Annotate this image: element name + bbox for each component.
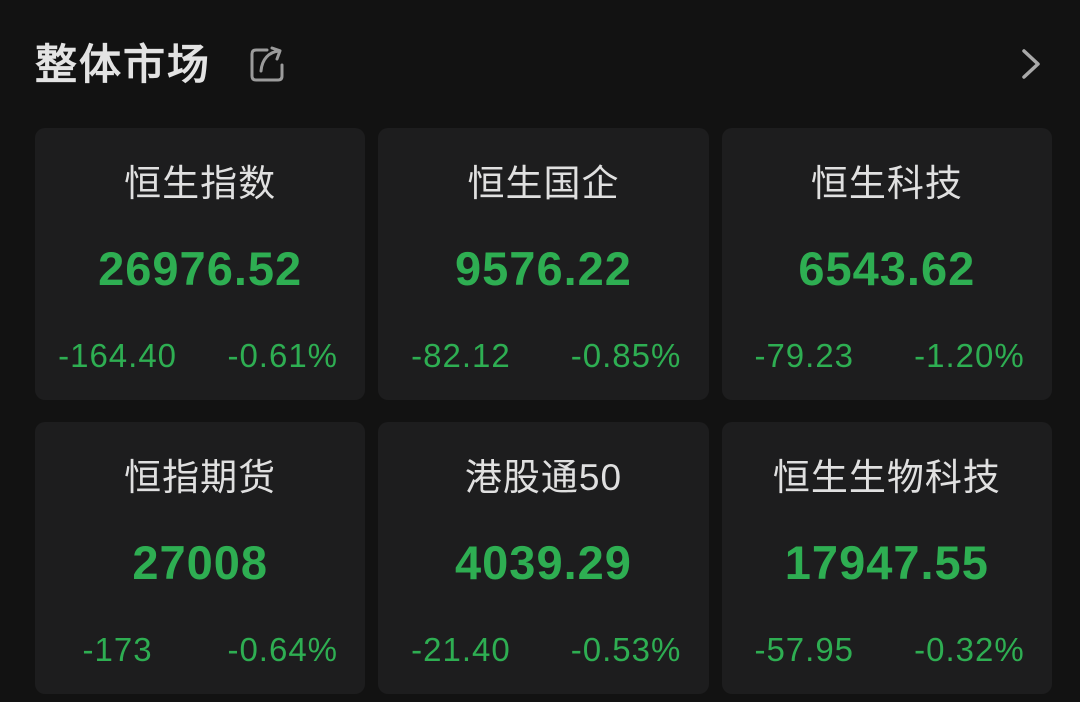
index-name: 恒生科技 (810, 163, 963, 204)
index-change-row: -57.95 -0.32% (722, 631, 1052, 669)
index-change: -79.23 (754, 337, 855, 375)
index-card-hsi[interactable]: 恒生指数 26976.52 -164.40 -0.61% (35, 128, 366, 400)
chevron-right-icon (1022, 49, 1040, 79)
index-value: 9576.22 (455, 241, 632, 295)
index-value: 17947.55 (784, 535, 989, 589)
index-change-percent: -0.53% (570, 631, 682, 669)
index-name: 港股通50 (464, 457, 623, 498)
index-name: 恒生指数 (124, 163, 277, 204)
index-change-percent: -0.85% (570, 337, 682, 375)
index-value: 4039.29 (455, 535, 632, 589)
index-name: 恒生生物科技 (772, 457, 1001, 498)
index-change-row: -82.12 -0.85% (378, 337, 708, 375)
index-card-grid: 恒生指数 26976.52 -164.40 -0.61% 恒生国企 9576.2… (35, 128, 1052, 694)
index-change: -21.40 (411, 631, 511, 669)
index-change-row: -164.40 -0.61% (35, 337, 365, 375)
index-value: 26976.52 (98, 241, 303, 295)
index-card-hk-connect-50[interactable]: 港股通50 4039.29 -21.40 -0.53% (378, 422, 709, 694)
index-card-hstech[interactable]: 恒生科技 6543.62 -79.23 -1.20% (721, 128, 1052, 400)
index-change: -82.12 (411, 337, 511, 375)
share-button[interactable] (245, 41, 289, 87)
index-change-percent: -0.64% (227, 631, 339, 669)
index-change-percent: -0.61% (227, 337, 339, 375)
index-change-row: -79.23 -1.20% (722, 337, 1052, 375)
index-change-row: -21.40 -0.53% (378, 631, 708, 669)
index-card-hscei[interactable]: 恒生国企 9576.22 -82.12 -0.85% (378, 128, 709, 400)
expand-section-button[interactable] (1020, 46, 1050, 82)
index-card-hs-biotech[interactable]: 恒生生物科技 17947.55 -57.95 -0.32% (721, 422, 1052, 694)
index-change-row: -173 -0.64% (35, 631, 365, 669)
index-change: -173 (82, 631, 153, 669)
index-change: -164.40 (58, 337, 178, 375)
index-change-percent: -1.20% (914, 337, 1025, 375)
index-value: 6543.62 (798, 241, 976, 295)
page-title: 整体市场 (35, 41, 212, 88)
share-icon (250, 46, 284, 82)
index-name: 恒指期货 (124, 457, 277, 498)
index-name: 恒生国企 (467, 163, 620, 204)
index-value: 27008 (132, 535, 269, 589)
index-card-hsi-futures[interactable]: 恒指期货 27008 -173 -0.64% (35, 422, 366, 694)
index-change-percent: -0.32% (914, 631, 1025, 669)
index-change: -57.95 (754, 631, 855, 669)
section-header: 整体市场 (0, 0, 1080, 128)
